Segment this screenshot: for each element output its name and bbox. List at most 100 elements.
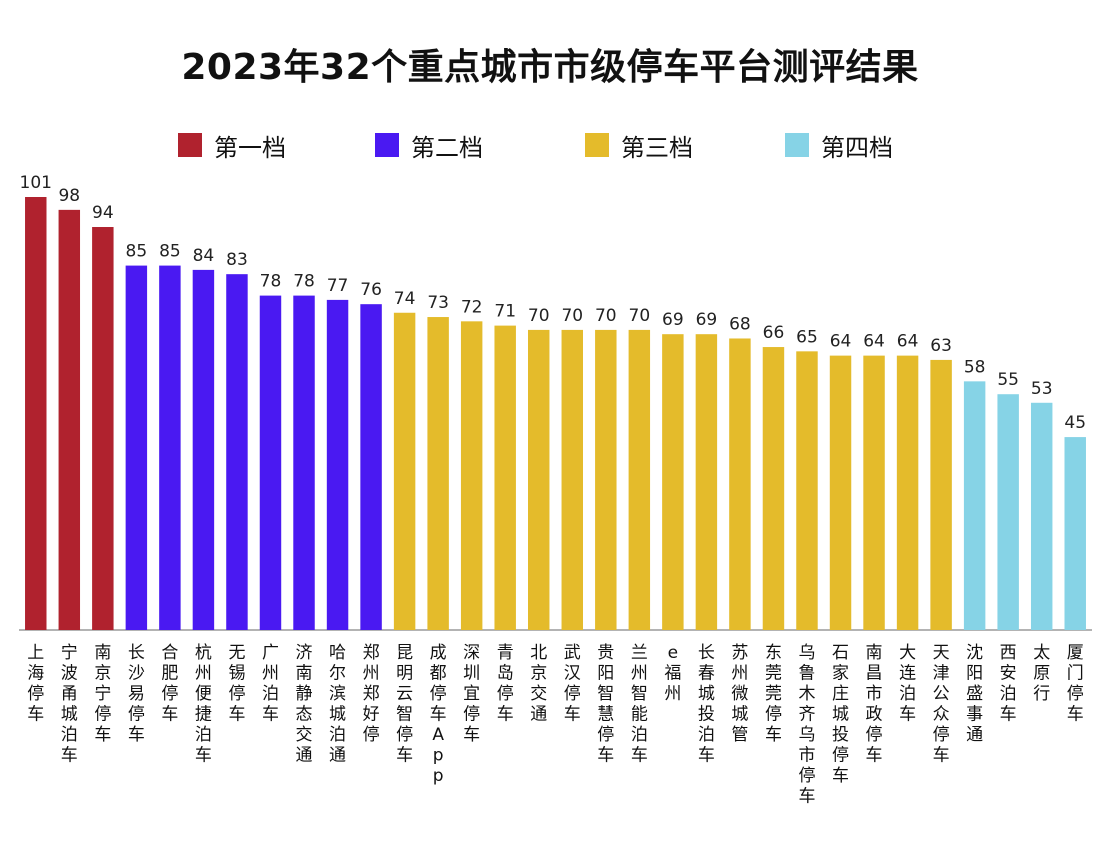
category-label-29: 沈阳盛事通 (966, 643, 983, 745)
bar-value-label-24: 65 (796, 327, 818, 347)
legend-item-tier-3: 第三档 (585, 130, 693, 162)
bar-value-label-14: 72 (461, 297, 483, 317)
bar-value-label-6: 84 (193, 246, 215, 266)
category-label-4: 长沙易停车 (128, 643, 145, 745)
legend-label-tier-4: 第四档 (821, 133, 893, 162)
bar-value-label-2: 98 (58, 186, 80, 206)
bar-value-label-20: 69 (662, 310, 684, 330)
category-label-21: 长春城投泊车 (698, 643, 715, 766)
bar-7 (226, 274, 248, 630)
category-label-25: 石家庄城投停车 (832, 643, 849, 786)
bar-18 (595, 329, 617, 630)
bar-value-label-18: 70 (595, 306, 617, 326)
bar-10 (326, 299, 349, 630)
category-label-7: 无锡停车 (228, 643, 245, 725)
bar-22 (729, 338, 751, 630)
category-label-18: 贵阳智慧停车 (597, 643, 614, 766)
category-label-2: 宁波甬城泊车 (61, 643, 78, 766)
bar-1 (25, 197, 47, 630)
bar-11 (360, 304, 382, 630)
category-label-23: 东莞莞停车 (765, 643, 782, 745)
bar-16 (528, 329, 550, 630)
bar-value-label-11: 76 (360, 280, 382, 300)
bar-value-label-4: 85 (126, 242, 148, 262)
bar-value-label-8: 78 (260, 272, 282, 292)
category-label-9: 济南静态交通 (296, 643, 313, 766)
legend-item-tier-4: 第四档 (785, 130, 893, 162)
category-label-8: 广州泊车 (262, 643, 279, 725)
category-label-11: 郑州郑好停 (363, 643, 380, 745)
legend-item-tier-1: 第一档 (178, 130, 286, 162)
bar-value-label-28: 63 (930, 336, 952, 356)
bar-12 (393, 312, 416, 630)
category-label-30: 西安泊车 (1000, 643, 1017, 725)
bar-value-label-10: 77 (327, 276, 349, 296)
bar-23 (762, 347, 785, 630)
bar-28 (930, 359, 952, 630)
legend-swatch-tier-3 (585, 133, 609, 157)
category-label-26: 南昌市政停车 (866, 643, 883, 766)
bar-value-label-13: 73 (427, 293, 449, 313)
category-label-14: 深圳宜停车 (463, 643, 480, 745)
legend-item-tier-2: 第二档 (375, 130, 483, 162)
bar-31 (1030, 402, 1053, 630)
bar-2 (58, 209, 81, 631)
bar-6 (192, 269, 215, 630)
bar-17 (561, 329, 583, 630)
bar-value-label-26: 64 (863, 332, 885, 352)
bar-value-label-25: 64 (830, 332, 852, 352)
category-label-15: 青岛停车 (497, 643, 514, 725)
category-label-17: 武汉停车 (564, 643, 581, 725)
bar-4 (125, 265, 148, 630)
legend-label-tier-3: 第三档 (621, 133, 693, 162)
bar-13 (427, 317, 449, 630)
category-label-20: e 福州 (664, 643, 681, 704)
category-label-5: 合肥停车 (161, 643, 178, 725)
legend-label-tier-1: 第一档 (214, 133, 286, 162)
bar-value-label-5: 85 (159, 242, 181, 262)
category-label-32: 厦门停车 (1067, 643, 1084, 725)
category-label-6: 杭州便捷泊车 (195, 643, 212, 766)
bar-value-label-23: 66 (763, 323, 785, 343)
category-label-16: 北京交通 (530, 643, 547, 725)
bar-value-label-32: 45 (1064, 413, 1086, 433)
category-label-10: 哈尔滨城泊通 (329, 643, 346, 766)
bar-3 (92, 227, 114, 630)
category-label-12: 昆明云智停车 (396, 643, 413, 766)
bar-value-label-1: 101 (20, 173, 52, 193)
category-label-22: 苏州微城管 (731, 643, 748, 745)
bar-value-label-29: 58 (964, 357, 986, 377)
bar-value-label-19: 70 (629, 306, 651, 326)
bar-20 (662, 334, 684, 630)
bar-29 (963, 381, 986, 630)
legend: 第一档 第二档 第三档 第四档 (0, 130, 1100, 162)
category-label-27: 大连泊车 (899, 643, 916, 725)
bar-24 (796, 351, 818, 630)
legend-label-tier-2: 第二档 (411, 133, 483, 162)
bar-value-label-12: 74 (394, 289, 416, 309)
bar-value-label-31: 53 (1031, 379, 1053, 399)
category-label-24: 乌鲁木齐乌市停车 (798, 643, 815, 807)
bar-value-label-21: 69 (696, 310, 718, 330)
bar-15 (494, 325, 516, 630)
bar-27 (896, 355, 919, 630)
bar-value-label-9: 78 (293, 272, 315, 292)
legend-swatch-tier-4 (785, 133, 809, 157)
bar-26 (863, 355, 885, 630)
legend-swatch-tier-2 (375, 133, 399, 157)
category-label-28: 天津公众停车 (933, 643, 950, 766)
category-label-19: 兰州智能泊车 (631, 643, 648, 766)
bar-8 (259, 295, 282, 630)
bar-5 (159, 265, 181, 630)
bar-value-label-27: 64 (897, 332, 919, 352)
bar-25 (829, 355, 852, 630)
bar-21 (695, 334, 718, 630)
bar-30 (997, 394, 1019, 630)
bar-14 (460, 321, 483, 630)
bar-value-label-22: 68 (729, 314, 751, 334)
bar-value-label-7: 83 (226, 250, 248, 270)
chart-title: 2023年32个重点城市市级停车平台测评结果 (181, 47, 919, 88)
bar-value-label-17: 70 (561, 306, 583, 326)
